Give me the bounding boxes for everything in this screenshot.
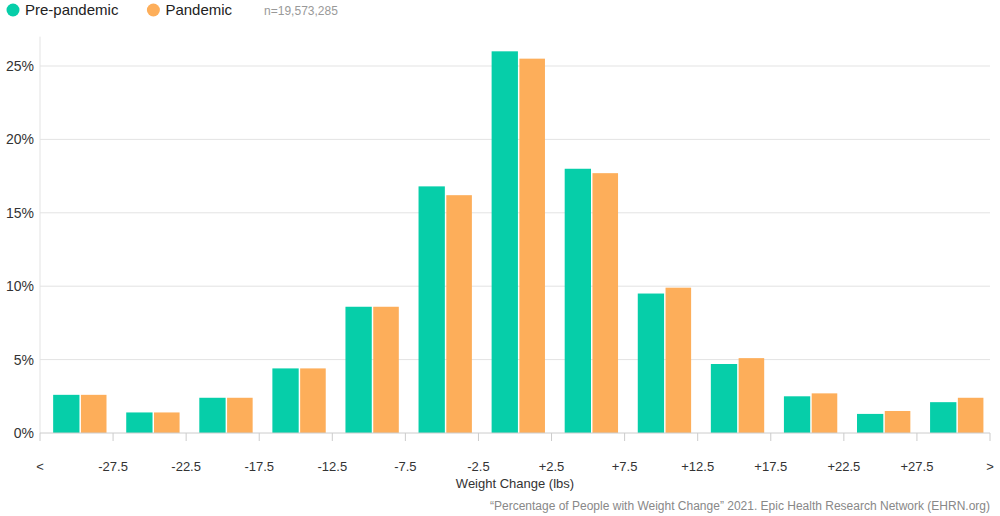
x-tick: [186, 433, 187, 441]
bar: [519, 59, 545, 433]
bar: [885, 411, 911, 433]
x-tick: [405, 433, 406, 441]
y-tick-label: 0%: [14, 425, 34, 441]
x-tick: [990, 433, 991, 441]
x-tick: [40, 433, 41, 441]
y-tick-label: 15%: [6, 205, 34, 221]
x-axis-line: [40, 433, 990, 434]
bar: [419, 186, 445, 433]
bar: [373, 307, 399, 433]
legend-swatch: [7, 4, 20, 17]
bar: [638, 294, 664, 433]
x-tick-label: -7.5: [394, 459, 416, 474]
x-tick-label: +2.5: [539, 459, 565, 474]
bar: [711, 364, 737, 433]
bar: [300, 368, 326, 433]
bars: [53, 51, 983, 433]
x-tick-label: -17.5: [244, 459, 274, 474]
bar: [812, 393, 838, 433]
legend-label: Pre-pandemic: [25, 1, 119, 18]
x-tick-label: +7.5: [612, 459, 638, 474]
legend-swatch: [147, 4, 160, 17]
x-tick-label: +27.5: [900, 459, 933, 474]
bar: [227, 398, 253, 433]
bar: [958, 398, 984, 433]
x-tick: [478, 433, 479, 441]
x-tick-label: <: [36, 459, 44, 474]
x-tick-label: +22.5: [827, 459, 860, 474]
x-tick: [770, 433, 771, 441]
bar: [345, 307, 371, 433]
bar: [592, 173, 618, 433]
x-tick: [843, 433, 844, 441]
legend-label: Pandemic: [165, 1, 232, 18]
chart: 0% 5% 10% 15% 20% 25% < -27.5 -22.5 -17.5 -12.5 -7.…: [0, 0, 1000, 516]
bar: [53, 395, 79, 433]
x-tick: [113, 433, 114, 441]
bar: [126, 412, 152, 433]
bar: [199, 398, 225, 433]
x-tick-label: -2.5: [467, 459, 489, 474]
x-tick: [259, 433, 260, 441]
x-tick-label: -27.5: [98, 459, 128, 474]
x-tick-label: +12.5: [681, 459, 714, 474]
y-axis-line: [40, 37, 41, 433]
x-tick: [551, 433, 552, 441]
x-tick-label: -22.5: [171, 459, 201, 474]
x-tick-label: -12.5: [317, 459, 347, 474]
x-tick: [916, 433, 917, 441]
bar: [784, 396, 810, 433]
source-note: “Percentage of People with Weight Change…: [490, 499, 990, 513]
bar: [930, 402, 956, 433]
bar: [739, 358, 765, 433]
bar: [154, 412, 180, 433]
annotation: n=19,573,285: [264, 4, 338, 18]
x-tick: [624, 433, 625, 441]
x-tick-label: +17.5: [754, 459, 787, 474]
bar: [272, 368, 298, 433]
y-tick-label: 10%: [6, 278, 34, 294]
bar: [565, 169, 591, 433]
y-tick-label: 20%: [6, 131, 34, 147]
bar: [492, 51, 518, 433]
bar: [81, 395, 107, 433]
x-tick: [332, 433, 333, 441]
x-axis-label: Weight Change (lbs): [456, 476, 574, 491]
y-tick-label: 5%: [14, 352, 34, 368]
y-tick-label: 25%: [6, 58, 34, 74]
x-tick: [697, 433, 698, 441]
bar: [666, 288, 692, 433]
bar: [446, 195, 472, 433]
x-tick-label: >: [986, 459, 994, 474]
bar: [857, 414, 883, 433]
